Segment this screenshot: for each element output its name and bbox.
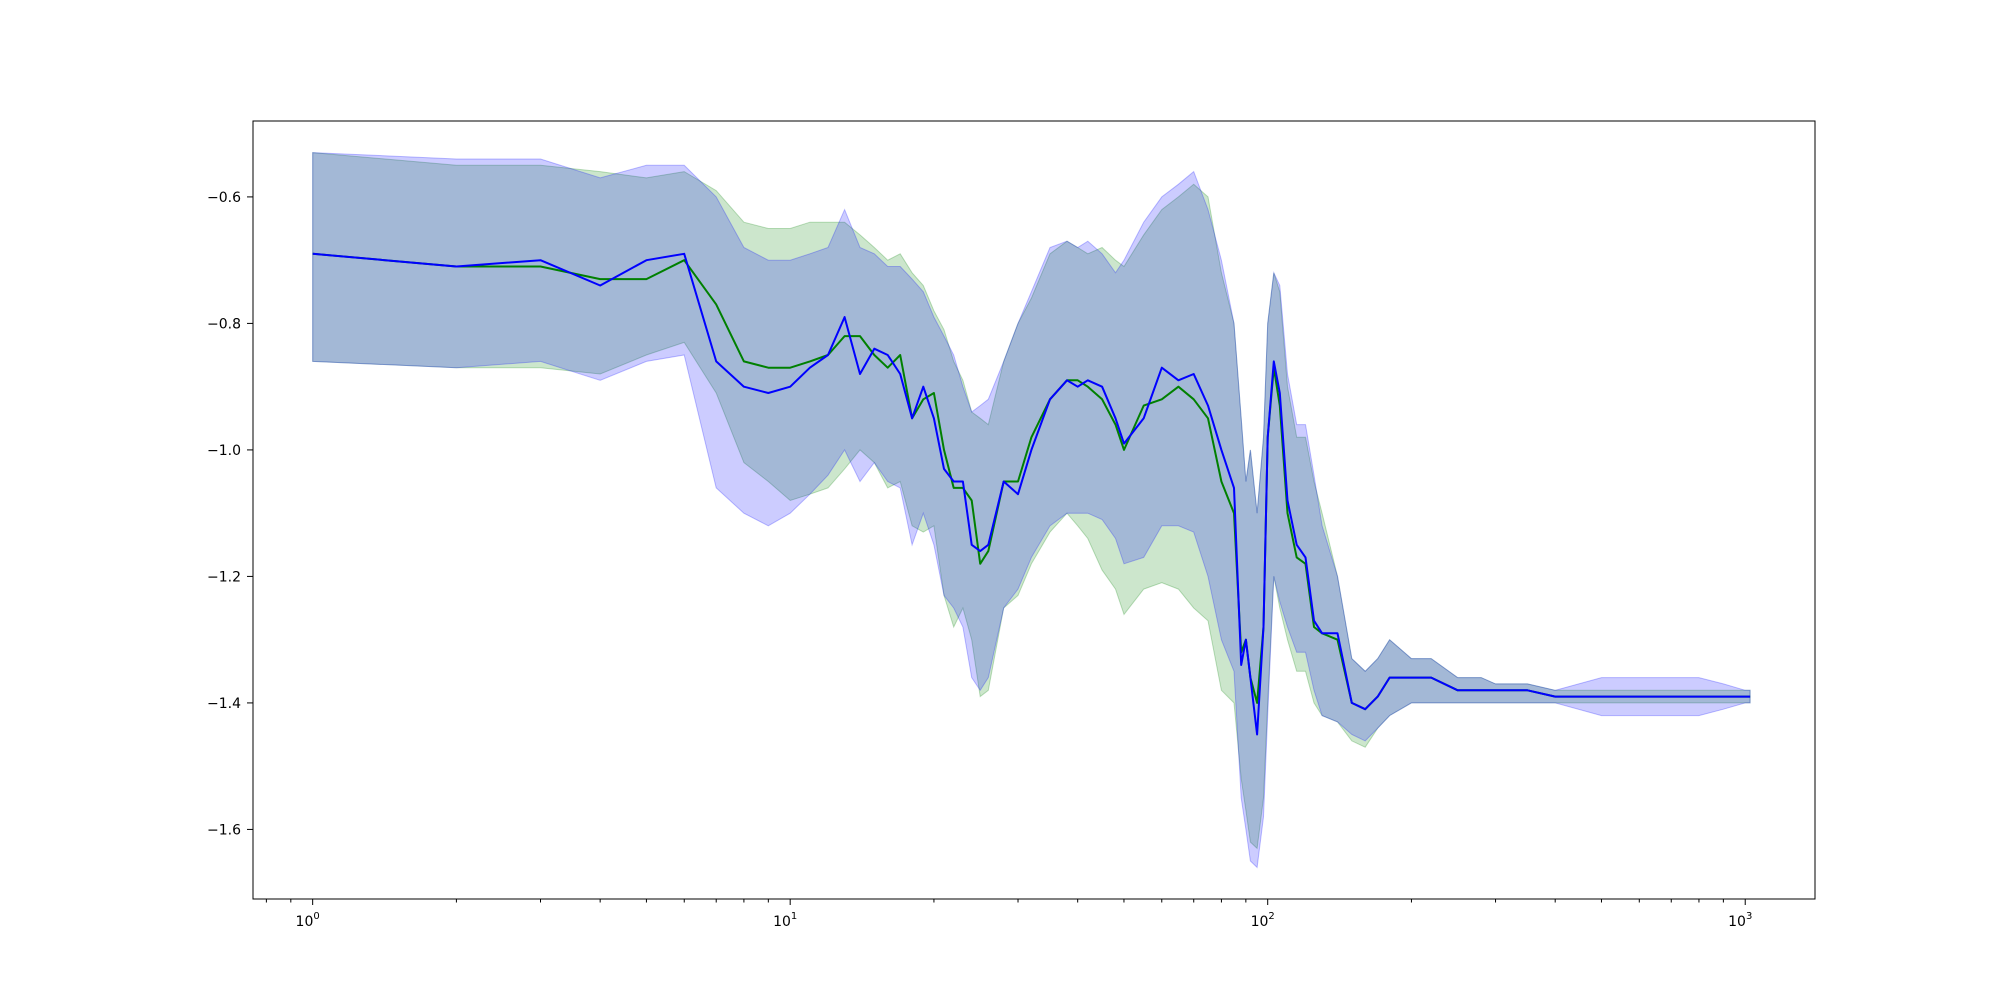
band-series-1 xyxy=(312,152,1751,850)
y-tick-label: −0.8 xyxy=(207,316,241,332)
plot-frame xyxy=(252,120,1816,900)
x-tick-label: 100 xyxy=(296,911,320,930)
y-axis: −0.6 −0.8 −1.0 −1.2 −1.4 −1.6 xyxy=(207,190,253,838)
y-tick-label: −1.0 xyxy=(207,443,241,459)
x-tick-label: 101 xyxy=(773,911,797,930)
y-tick-label: −1.2 xyxy=(207,569,241,585)
y-tick-label: −1.6 xyxy=(207,822,241,838)
band-series-2 xyxy=(312,152,1751,869)
y-tick-label: −1.4 xyxy=(207,696,241,712)
x-tick-label: 103 xyxy=(1728,911,1752,930)
x-axis: 100 101 102 103 xyxy=(265,899,1752,930)
x-tick-label: 102 xyxy=(1251,911,1275,930)
confidence-bands xyxy=(312,152,1751,869)
series-lines xyxy=(312,252,1751,736)
y-tick-label: −0.6 xyxy=(207,190,241,206)
line-series-2 xyxy=(312,252,1751,736)
